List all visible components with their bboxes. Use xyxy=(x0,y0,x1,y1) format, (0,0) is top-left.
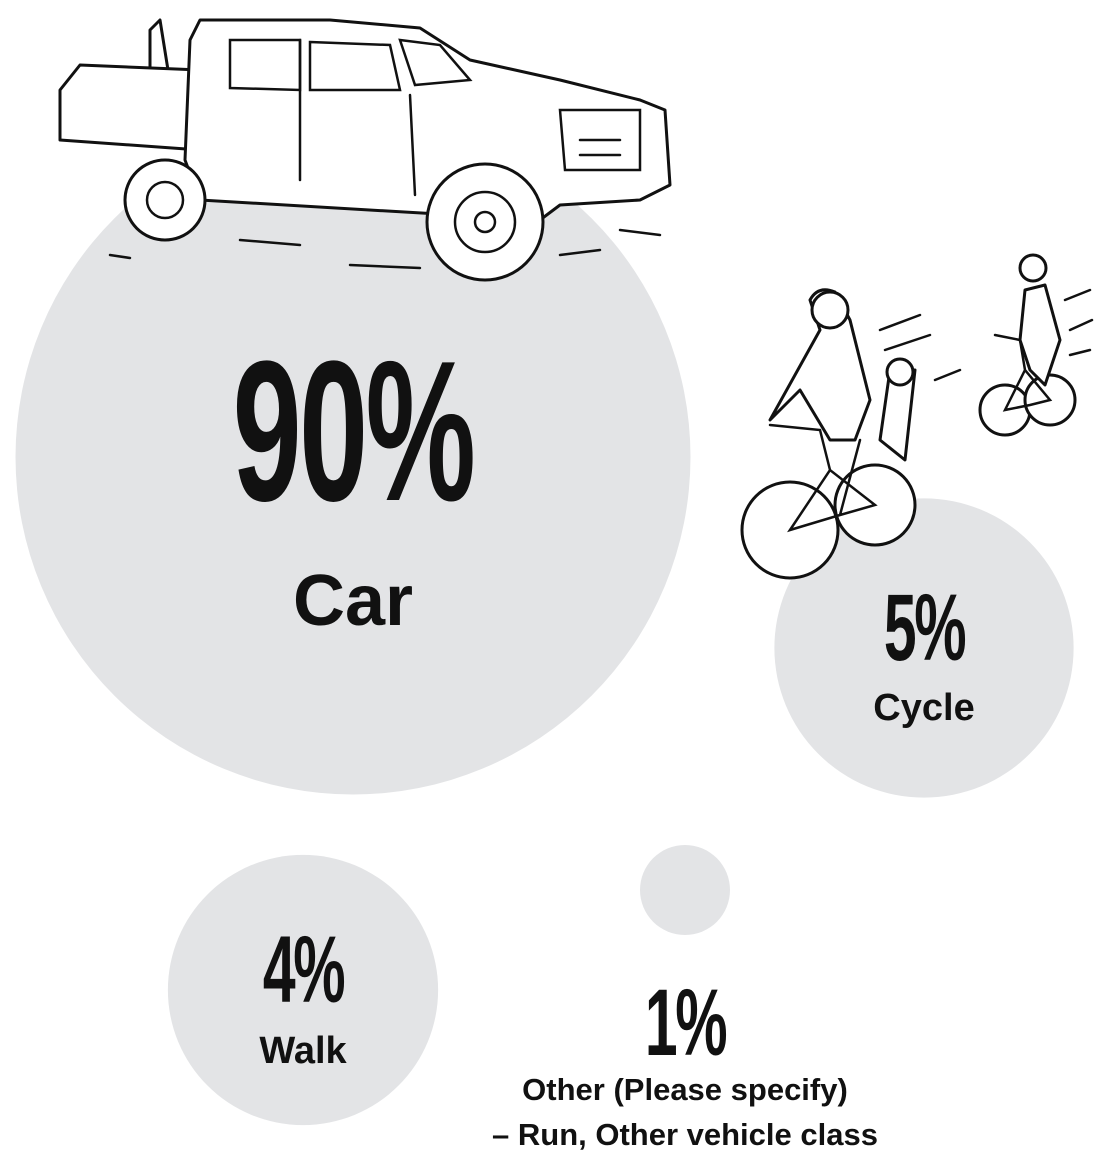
value-label-group: 90% xyxy=(233,320,476,544)
bubbles xyxy=(15,119,1074,1126)
value-label: 90% xyxy=(233,320,474,544)
bubble xyxy=(774,498,1074,798)
value-label-group: 1% xyxy=(645,968,729,1075)
value-label: 1% xyxy=(645,968,727,1075)
annotation: – Run, Other vehicle class xyxy=(492,1117,878,1152)
value-label: 4% xyxy=(263,915,345,1022)
category-label: Walk xyxy=(259,1030,347,1072)
value-label: 5% xyxy=(884,573,966,680)
cyclists-illustration xyxy=(740,253,1094,580)
bubble xyxy=(167,854,439,1126)
illustrations xyxy=(58,18,1094,580)
truck-illustration xyxy=(58,18,672,282)
labels: 90% Car 5% Cycle 4% Walk 1%Other (Please speci… xyxy=(233,320,975,1152)
category-label: Other (Please specify) xyxy=(522,1072,848,1107)
value-label-group: 4% xyxy=(263,915,347,1022)
category-label: Cycle xyxy=(873,687,974,729)
value-label-group: 5% xyxy=(884,573,968,680)
bubble xyxy=(15,119,691,795)
bubble xyxy=(640,845,730,935)
category-label: Car xyxy=(293,561,413,641)
